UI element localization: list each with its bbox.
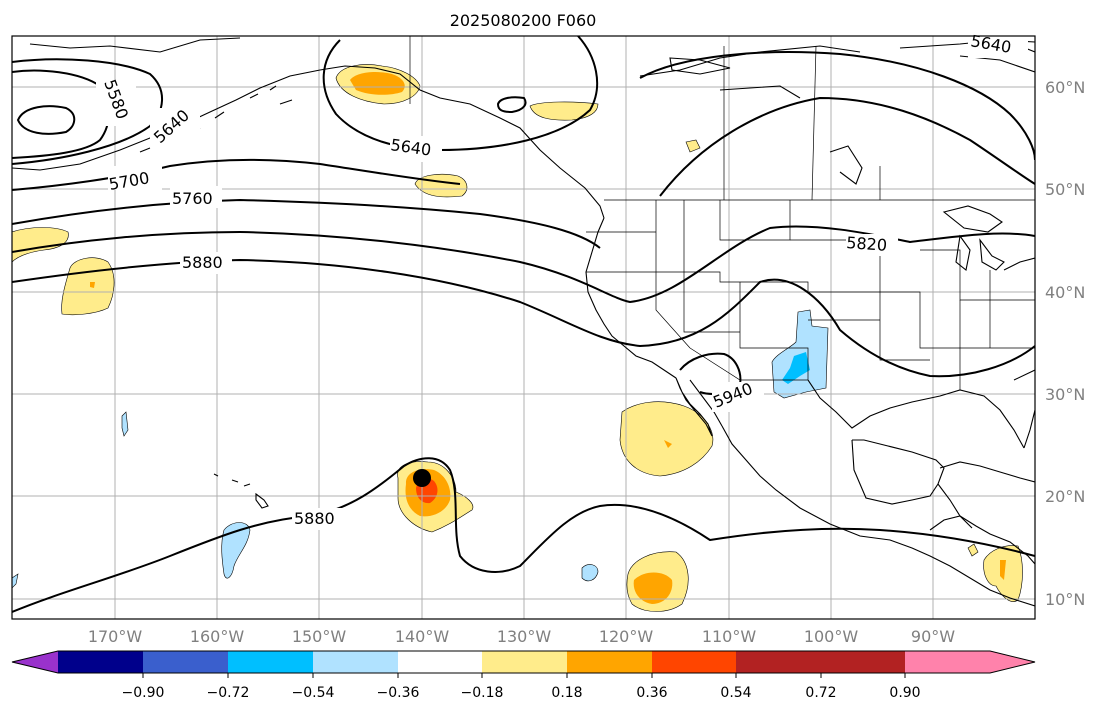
lat-label-60n: 60°N — [1045, 78, 1085, 97]
lat-label-10n: 10°N — [1045, 590, 1085, 609]
contour-label-5880-south: 5880 — [294, 509, 335, 528]
lat-label-20n: 20°N — [1045, 487, 1085, 506]
shade-west-pacific-orange — [90, 282, 95, 288]
cb-label-018: 0.18 — [551, 685, 582, 701]
coast-hawaii — [213, 473, 269, 509]
shade-alaska-orange — [350, 72, 405, 95]
shade-small-lightblue-1 — [121, 411, 129, 437]
contour-label-5880-west: 5880 — [182, 253, 223, 272]
colorbar-segment-8 — [652, 651, 736, 673]
lon-label-90w: 90°W — [911, 627, 955, 646]
colorbar-segment-3 — [228, 651, 313, 673]
cb-label-neg090: −0.90 — [122, 685, 165, 701]
colorbar-extend-high-tip — [905, 651, 1035, 673]
lon-label-130w: 130°W — [497, 627, 552, 646]
cb-label-090: 0.90 — [889, 685, 920, 701]
coast-baja — [675, 377, 723, 437]
cb-label-072: 0.72 — [805, 685, 836, 701]
colorbar-segment-4 — [313, 651, 398, 673]
coast-mexico-pacific — [721, 425, 1035, 607]
shade-baja-yellow — [619, 401, 714, 477]
cb-label-neg072: −0.72 — [207, 685, 250, 701]
shade-sw-us-skyblue — [782, 352, 810, 384]
coast-gulf — [807, 379, 1025, 529]
shade-south-orange — [633, 572, 673, 604]
coast-atlantic — [1013, 369, 1035, 449]
shade-bc-yellow — [529, 101, 599, 121]
shade-small-yellow — [685, 139, 701, 153]
cb-label-054: 0.54 — [720, 685, 751, 701]
contour-5700 — [12, 158, 461, 191]
colorbar-outline — [11, 650, 1036, 674]
shade-central-america-orange — [1000, 560, 1006, 580]
lon-label-140w: 140°W — [395, 627, 450, 646]
lon-label-170w: 170°W — [88, 627, 143, 646]
colorbar-segment-6 — [482, 651, 567, 673]
anomaly-shading — [12, 64, 1023, 612]
map-frame — [11, 35, 1036, 620]
lon-label-120w: 120°W — [599, 627, 654, 646]
political-borders — [409, 36, 1035, 390]
colorbar-segment-10 — [821, 651, 905, 673]
longitude-labels: 170°W 160°W 150°W 140°W 130°W 120°W 110°… — [88, 627, 955, 646]
contour-5880 — [12, 258, 1035, 378]
coast-cuba — [939, 461, 1035, 483]
shade-hawaii-lightblue — [221, 522, 251, 579]
storm-center-marker — [413, 469, 431, 487]
contour-5820 — [12, 225, 1035, 304]
colorbar-segment-1 — [58, 651, 143, 673]
shade-west-pacific-yellow — [61, 257, 115, 316]
contour-5760 — [12, 198, 601, 249]
colorbar-extend-low — [12, 651, 58, 673]
lat-label-30n: 30°N — [1045, 385, 1085, 404]
lon-label-110w: 110°W — [702, 627, 757, 646]
contour-5580-low — [16, 105, 76, 135]
map-title: 2025080200 F060 — [450, 11, 597, 30]
colorbar: −0.90 −0.72 −0.54 −0.36 −0.18 0.18 0.36 … — [11, 650, 1036, 701]
lat-label-40n: 40°N — [1045, 283, 1085, 302]
shade-ca-small-yellow — [967, 543, 979, 557]
colorbar-ticks — [142, 673, 906, 678]
coast-great-lakes — [942, 205, 1035, 271]
lat-label-50n: 50°N — [1045, 180, 1085, 199]
contour-5640-bc — [496, 96, 527, 114]
cb-label-neg036: −0.36 — [377, 685, 420, 701]
shade-small-lightblue-3 — [12, 573, 19, 589]
shade-baja-orange — [664, 440, 672, 448]
colorbar-segment-9 — [736, 651, 821, 673]
cb-label-neg054: −0.54 — [292, 685, 335, 701]
contour-5640-east — [639, 51, 1035, 197]
lon-label-150w: 150°W — [292, 627, 347, 646]
coast-alaska — [12, 65, 605, 219]
cb-label-036: 0.36 — [636, 685, 667, 701]
colorbar-segment-7 — [567, 651, 652, 673]
lon-label-100w: 100°W — [804, 627, 859, 646]
coast-us-west — [585, 217, 677, 379]
contour-5640-west — [12, 58, 164, 165]
contour-5880-south — [12, 457, 1035, 613]
colorbar-segment-5 — [398, 651, 482, 673]
cb-label-neg018: −0.18 — [461, 685, 504, 701]
contour-labels: 5580 5640 5700 5760 5880 5640 5820 5940 … — [96, 31, 1028, 530]
map-gridlines — [12, 36, 1035, 619]
coast-alaska-north — [29, 37, 241, 53]
lon-label-160w: 160°W — [190, 627, 245, 646]
contour-label-5760: 5760 — [172, 189, 213, 208]
colorbar-tick-labels: −0.90 −0.72 −0.54 −0.36 −0.18 0.18 0.36 … — [122, 685, 921, 701]
colorbar-segment-2 — [143, 651, 228, 673]
contour-label-5820: 5820 — [846, 233, 888, 255]
latitude-labels: 60°N 50°N 40°N 30°N 20°N 10°N — [1045, 78, 1085, 609]
shade-small-lightblue-2 — [581, 564, 599, 582]
